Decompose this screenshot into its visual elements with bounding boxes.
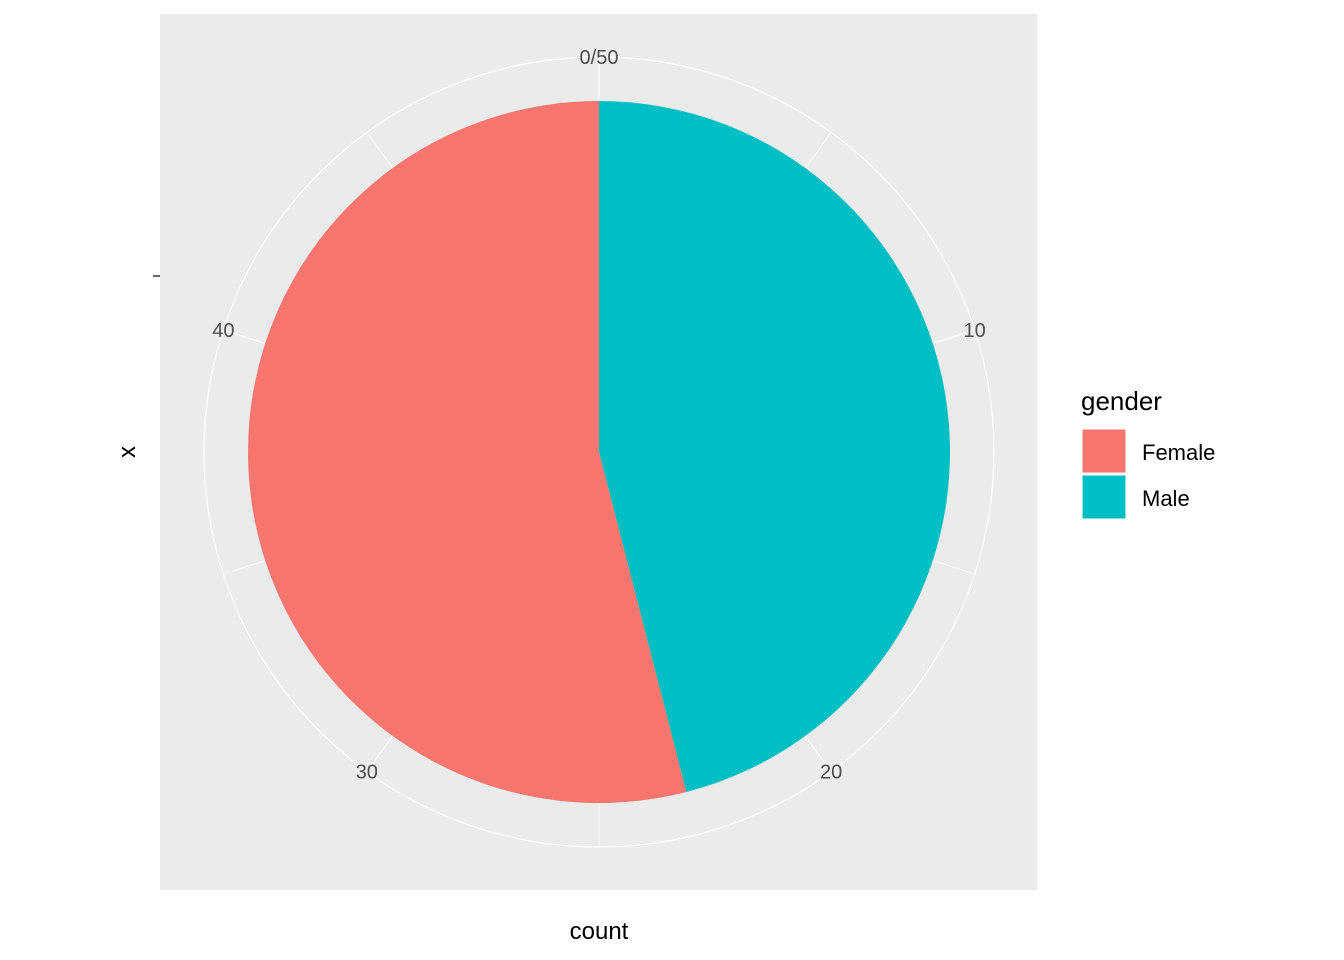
slices: [247, 101, 950, 804]
x-axis-title: count: [570, 918, 629, 945]
legend-label-male: Male: [1142, 486, 1190, 511]
legend-key-female: [1081, 428, 1127, 474]
theta-tick-labels: 0/50 10 20 30 40: [212, 47, 986, 784]
theta-tick-label: 30: [356, 762, 378, 784]
legend: gender Female Male: [1081, 386, 1215, 520]
theta-tick-label: 20: [820, 762, 842, 784]
theta-tick-label: 40: [212, 320, 234, 342]
legend-title: gender: [1081, 386, 1162, 416]
legend-label-female: Female: [1142, 440, 1215, 465]
slice-female: [247, 101, 687, 804]
theta-tick-label: 10: [964, 320, 986, 342]
theta-tick-label: 0/50: [580, 47, 619, 69]
y-axis-title: x: [114, 446, 141, 458]
slice-male: [599, 101, 950, 792]
legend-key-male: [1081, 474, 1127, 520]
